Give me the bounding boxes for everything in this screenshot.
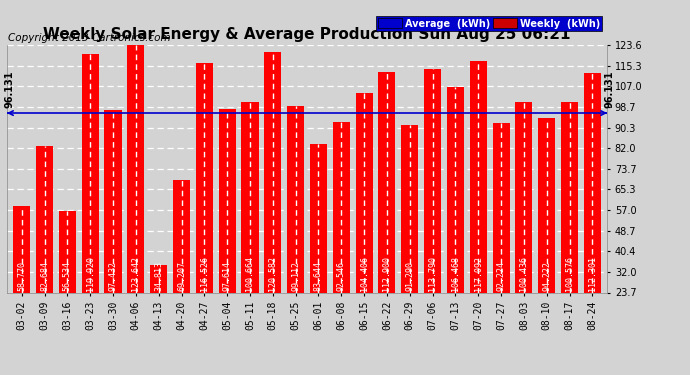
Text: 92.224: 92.224 bbox=[497, 261, 506, 291]
Text: 100.576: 100.576 bbox=[565, 256, 574, 291]
Text: 100.664: 100.664 bbox=[246, 256, 255, 291]
Bar bbox=[127, 45, 144, 292]
Text: 97.432: 97.432 bbox=[108, 261, 117, 291]
Bar bbox=[424, 69, 441, 292]
Bar bbox=[241, 102, 259, 292]
Text: 100.436: 100.436 bbox=[520, 256, 529, 291]
Bar bbox=[493, 123, 510, 292]
Text: 82.684: 82.684 bbox=[40, 261, 49, 291]
Bar bbox=[104, 110, 121, 292]
Bar bbox=[36, 146, 53, 292]
Text: 112.301: 112.301 bbox=[588, 256, 597, 291]
Text: 113.790: 113.790 bbox=[428, 256, 437, 291]
Bar bbox=[355, 93, 373, 292]
Text: 69.207: 69.207 bbox=[177, 261, 186, 291]
Title: Weekly Solar Energy & Average Production Sun Aug 25 06:21: Weekly Solar Energy & Average Production… bbox=[43, 27, 571, 42]
Text: 92.546: 92.546 bbox=[337, 261, 346, 291]
Bar bbox=[333, 122, 350, 292]
Text: 56.534: 56.534 bbox=[63, 261, 72, 291]
Text: 91.290: 91.290 bbox=[405, 261, 414, 291]
Text: 99.112: 99.112 bbox=[291, 261, 300, 291]
Bar bbox=[515, 102, 533, 292]
Text: 117.092: 117.092 bbox=[474, 256, 483, 291]
Bar bbox=[401, 125, 418, 292]
Text: 96.131: 96.131 bbox=[4, 70, 14, 108]
Bar bbox=[59, 211, 76, 292]
Bar bbox=[538, 118, 555, 292]
Text: 94.222: 94.222 bbox=[542, 261, 551, 291]
Text: 97.614: 97.614 bbox=[223, 261, 232, 291]
Bar bbox=[561, 102, 578, 292]
Bar bbox=[150, 265, 167, 292]
Text: 116.526: 116.526 bbox=[200, 256, 209, 291]
Text: 34.813: 34.813 bbox=[154, 261, 164, 291]
Text: 58.770: 58.770 bbox=[17, 261, 26, 291]
Bar bbox=[219, 110, 236, 292]
Bar bbox=[470, 61, 487, 292]
Text: 123.642: 123.642 bbox=[131, 256, 140, 291]
Bar bbox=[173, 180, 190, 292]
Text: 106.468: 106.468 bbox=[451, 256, 460, 291]
Bar bbox=[196, 63, 213, 292]
Bar bbox=[81, 54, 99, 292]
Text: 120.582: 120.582 bbox=[268, 256, 277, 291]
Text: 112.900: 112.900 bbox=[382, 256, 391, 291]
Bar bbox=[378, 72, 395, 292]
Bar bbox=[287, 106, 304, 292]
Text: 83.644: 83.644 bbox=[314, 261, 323, 291]
Bar bbox=[447, 87, 464, 292]
Bar bbox=[13, 206, 30, 292]
Text: Copyright 2013 Cartronics.com: Copyright 2013 Cartronics.com bbox=[8, 33, 170, 42]
Bar bbox=[584, 73, 601, 292]
Text: 96.131: 96.131 bbox=[604, 70, 615, 108]
Bar bbox=[264, 53, 282, 292]
Text: 119.920: 119.920 bbox=[86, 256, 95, 291]
Bar bbox=[310, 144, 327, 292]
Legend: Average  (kWh), Weekly  (kWh): Average (kWh), Weekly (kWh) bbox=[375, 16, 602, 31]
Text: 104.406: 104.406 bbox=[359, 256, 368, 291]
